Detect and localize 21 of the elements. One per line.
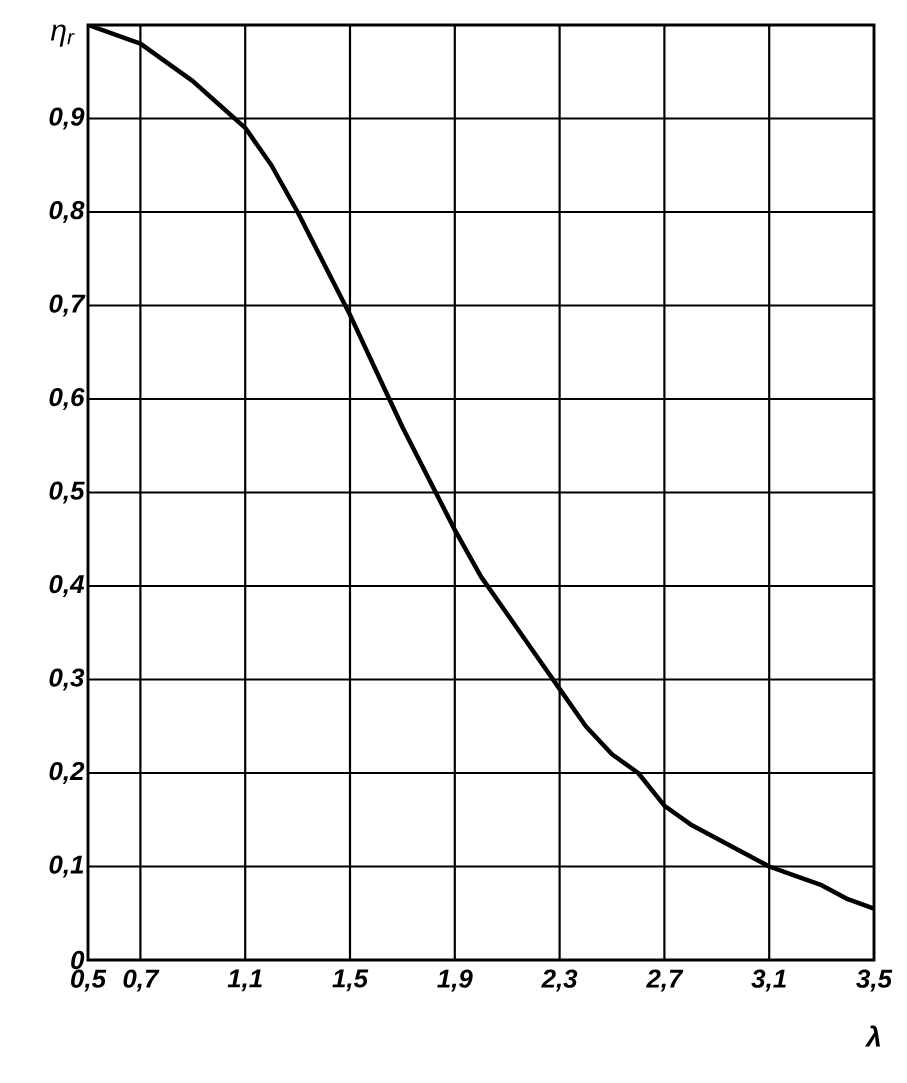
y-tick-label: 0,2 (49, 761, 85, 785)
x-tick-label: 3,5 (856, 969, 893, 992)
y-tick-label: 0,8 (49, 200, 85, 224)
x-tick-label: 0,5 (71, 969, 107, 992)
y-tick-label: 0,9 (49, 107, 85, 130)
x-tick-label: 3,1 (751, 969, 786, 992)
x-tick-label: 1,1 (227, 969, 262, 992)
x-tick-label: 2,7 (645, 969, 684, 992)
x-tick-label: 2,3 (541, 969, 578, 992)
y-axis-title: η$_{r}$ (50, 24, 75, 47)
x-tick-label: 1,9 (437, 969, 473, 992)
y-tick-label: 0,3 (49, 668, 85, 691)
x-tick-label: 1,5 (332, 969, 369, 992)
y-tick-label: 0 (71, 950, 85, 970)
x-axis-title: λ (865, 1025, 880, 1047)
y-tick-label: 0,6 (49, 387, 85, 411)
y-tick-label: 0,7 (49, 294, 86, 317)
y-tick-label: 0,5 (49, 481, 85, 504)
x-tick-label: 0,7 (123, 969, 160, 992)
y-tick-label: 0,4 (49, 574, 85, 598)
y-tick-label: 0,1 (49, 855, 84, 878)
